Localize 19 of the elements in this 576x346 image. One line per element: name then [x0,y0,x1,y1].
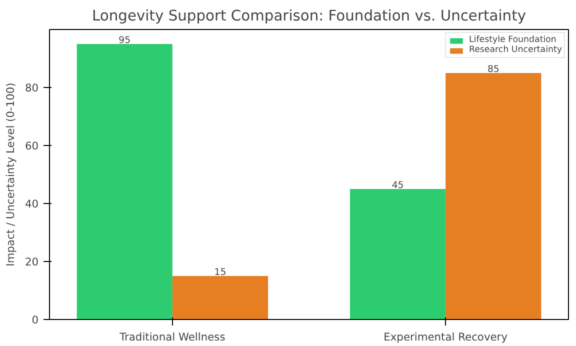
y-axis-title: Impact / Uncertainty Level (0-100) [4,82,17,266]
data-label: 85 [487,64,500,75]
y-tick-label: 60 [24,140,39,152]
y-tick-label: 40 [24,198,39,210]
y-tick-label: 0 [32,314,39,326]
bar [76,44,172,320]
chart-title: Longevity Support Comparison: Foundation vs. Uncertainty [92,8,526,24]
legend-label: Lifestyle Foundation [468,35,556,45]
y-tick-label: 80 [24,82,39,94]
bar [172,276,268,320]
data-label: 95 [118,35,131,46]
bar [350,189,446,320]
x-tick-label: Traditional Wellness [118,330,226,344]
x-tick-label: Experimental Recovery [384,330,508,344]
data-label: 15 [214,267,226,278]
y-tick-label: 20 [24,256,39,268]
bar [446,73,542,320]
data-label: 45 [392,180,404,191]
legend-label: Research Uncertainty [468,45,562,55]
